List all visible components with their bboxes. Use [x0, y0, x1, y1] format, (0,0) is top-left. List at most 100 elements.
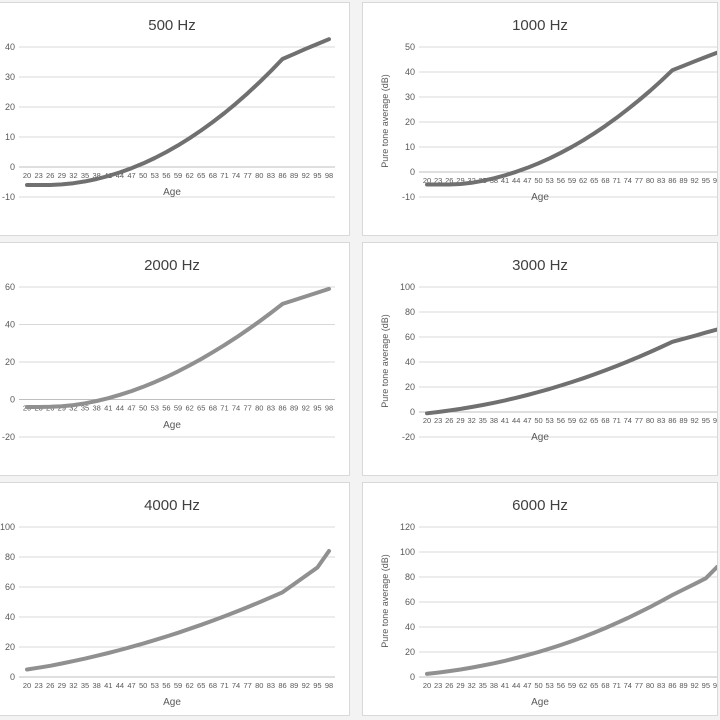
x-tick-label: 26 [46, 681, 54, 690]
x-tick-label: 95 [313, 681, 321, 690]
x-tick-label: 95 [702, 416, 710, 425]
x-tick-label: 74 [624, 176, 632, 185]
x-tick-label: 98 [713, 176, 718, 185]
x-tick-label: 50 [139, 681, 147, 690]
series-line [25, 549, 331, 672]
chart-title: 3000 Hz [512, 257, 568, 274]
x-tick-label: 26 [445, 681, 453, 690]
x-tick-label: 44 [116, 681, 124, 690]
x-tick-label: 59 [568, 176, 576, 185]
y-tick-label: 0 [10, 162, 15, 172]
x-tick-label: 53 [151, 681, 159, 690]
y-tick-label: 20 [5, 102, 15, 112]
y-tick-label: 20 [5, 357, 15, 367]
chart-panel: 500 Hz -10 0 10 20 30 40 20 23 26 29 32 35 38 41 44 47 50… [0, 2, 350, 236]
y-tick-label: 80 [405, 572, 415, 582]
x-tick-label: 59 [174, 171, 182, 180]
x-tick-label: 86 [668, 681, 676, 690]
x-tick-label: 56 [162, 171, 170, 180]
y-tick-label: 30 [5, 72, 15, 82]
x-tick-label: 89 [679, 176, 687, 185]
x-tick-label: 89 [290, 171, 298, 180]
x-tick-label: 44 [116, 171, 124, 180]
x-tick-label: 71 [612, 416, 620, 425]
series-line [425, 565, 717, 676]
x-tick-label: 80 [255, 404, 263, 413]
x-tick-label: 74 [624, 416, 632, 425]
x-tick-label: 80 [646, 681, 654, 690]
x-axis-label: Age [163, 419, 181, 431]
x-tick-label: 92 [691, 176, 699, 185]
x-tick-label: 50 [534, 176, 542, 185]
x-tick-label: 38 [93, 681, 101, 690]
x-tick-label: 92 [302, 171, 310, 180]
y-axis-label: Pure tone average (dB) [380, 314, 390, 408]
x-tick-label: 56 [557, 681, 565, 690]
y-tick-label: -10 [402, 192, 415, 202]
x-tick-label: 44 [512, 416, 520, 425]
x-tick-label: 23 [434, 416, 442, 425]
x-tick-label: 92 [302, 681, 310, 690]
x-tick-label: 47 [127, 404, 135, 413]
x-axis-label: Age [163, 697, 181, 708]
x-tick-label: 32 [467, 416, 475, 425]
x-tick-label: 62 [185, 404, 193, 413]
x-tick-label: 56 [557, 416, 565, 425]
x-axis-label: Age [531, 697, 549, 708]
x-tick-label: 50 [534, 416, 542, 425]
x-tick-label: 29 [58, 171, 66, 180]
x-tick-label: 32 [69, 681, 77, 690]
x-tick-label: 32 [467, 681, 475, 690]
y-tick-label: 0 [10, 395, 15, 405]
y-tick-label: 40 [5, 320, 15, 330]
y-tick-label: 20 [5, 642, 15, 652]
y-tick-label: 100 [400, 547, 415, 557]
x-tick-label: 65 [197, 681, 205, 690]
x-tick-label: 41 [501, 416, 509, 425]
x-axis-label: Age [531, 192, 549, 203]
x-tick-label: 38 [93, 171, 101, 180]
x-tick-label: 65 [197, 404, 205, 413]
x-tick-label: 71 [612, 176, 620, 185]
x-tick-label: 62 [579, 416, 587, 425]
x-tick-label: 89 [290, 681, 298, 690]
x-tick-label: 83 [657, 416, 665, 425]
x-tick-label: 26 [445, 176, 453, 185]
x-tick-label: 53 [151, 404, 159, 413]
series-line [25, 37, 331, 187]
x-tick-label: 77 [244, 171, 252, 180]
chart-panel: 2000 Hz -20 0 20 40 60 20 23 26 29 32 35 38 41 44 47 50 5… [0, 242, 350, 476]
x-tick-label: 53 [546, 416, 554, 425]
x-tick-label: 53 [546, 176, 554, 185]
y-tick-label: 100 [0, 522, 15, 532]
x-tick-label: 77 [244, 404, 252, 413]
x-tick-label: 95 [702, 681, 710, 690]
chart-title: 6000 Hz [512, 497, 568, 514]
y-tick-label: 40 [5, 612, 15, 622]
x-tick-label: 20 [423, 416, 431, 425]
series-line [425, 327, 717, 416]
x-tick-label: 83 [267, 171, 275, 180]
x-tick-label: 53 [546, 681, 554, 690]
x-tick-label: 68 [209, 681, 217, 690]
x-tick-label: 29 [456, 176, 464, 185]
x-tick-label: 41 [501, 176, 509, 185]
x-tick-label: 77 [635, 416, 643, 425]
x-tick-label: 89 [679, 416, 687, 425]
x-tick-label: 32 [69, 404, 77, 413]
x-tick-label: 74 [232, 171, 240, 180]
x-tick-label: 47 [523, 681, 531, 690]
y-tick-label: 60 [5, 282, 15, 292]
x-tick-label: 71 [220, 171, 228, 180]
y-tick-label: 60 [405, 332, 415, 342]
x-tick-label: 71 [612, 681, 620, 690]
x-tick-label: 23 [34, 681, 42, 690]
x-tick-label: 35 [81, 681, 89, 690]
x-tick-label: 65 [197, 171, 205, 180]
y-tick-label: 30 [405, 92, 415, 102]
x-tick-label: 23 [34, 171, 42, 180]
x-tick-label: 38 [490, 416, 498, 425]
